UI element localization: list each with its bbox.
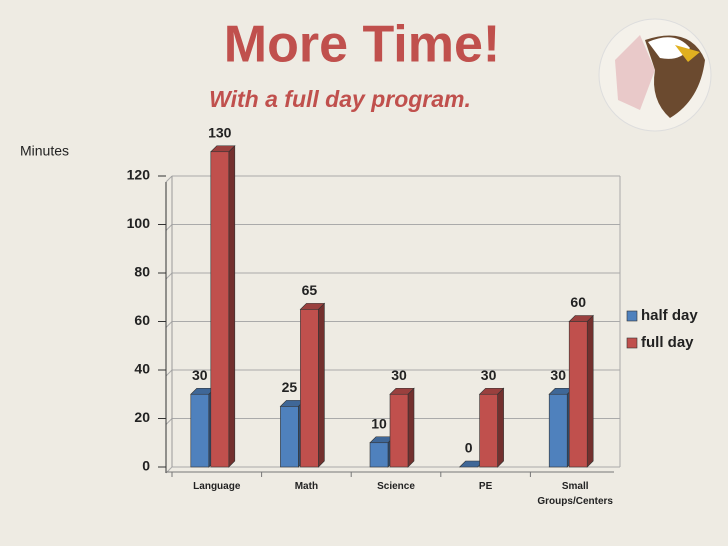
x-tick-label: Science xyxy=(377,481,415,492)
value-label: 30 xyxy=(192,367,208,383)
y-tick-label: 40 xyxy=(134,361,150,377)
bar-side xyxy=(497,387,504,468)
bar-side xyxy=(407,387,415,468)
bar xyxy=(568,321,588,468)
bar xyxy=(389,393,409,468)
x-tick-label: Small Groups/Centers xyxy=(537,481,613,507)
grid-line-depth xyxy=(165,175,173,183)
grid-line-depth xyxy=(165,272,173,280)
value-label: 130 xyxy=(208,124,232,140)
value-label: 30 xyxy=(481,367,497,383)
value-label: 0 xyxy=(465,440,473,456)
y-tick-label: 100 xyxy=(127,215,151,231)
value-label: 30 xyxy=(550,367,566,383)
bar xyxy=(280,406,299,468)
value-label: 30 xyxy=(391,367,407,383)
value-label: 10 xyxy=(371,415,387,431)
x-tick-label: PE xyxy=(478,481,493,492)
bar xyxy=(300,309,319,468)
legend-swatch xyxy=(626,310,638,322)
value-label: 60 xyxy=(570,294,586,310)
y-axis-label: Minutes xyxy=(20,143,69,159)
bar xyxy=(548,393,568,468)
legend-label: half day xyxy=(641,307,698,324)
y-tick-label: 20 xyxy=(134,409,150,425)
logo xyxy=(598,18,712,132)
bar xyxy=(210,151,230,468)
y-tick-label: 60 xyxy=(134,312,150,328)
grid-line-depth xyxy=(165,321,173,328)
y-tick-label: 120 xyxy=(127,167,151,183)
value-label: 65 xyxy=(302,282,318,298)
grid-line-depth xyxy=(165,369,173,377)
chart-title: More Time! xyxy=(224,16,500,74)
x-tick-label: Language xyxy=(193,481,241,492)
grid-line-depth xyxy=(165,224,173,231)
bar-side xyxy=(318,302,325,468)
legend-label: full day xyxy=(641,334,694,351)
y-tick-label: 80 xyxy=(134,264,150,280)
chart-subtitle: With a full day program. xyxy=(209,86,471,112)
legend-swatch xyxy=(626,337,638,349)
bar-side xyxy=(586,314,594,468)
x-tick-label: Math xyxy=(294,481,319,492)
y-tick-label: 0 xyxy=(142,458,150,474)
bar xyxy=(479,393,498,468)
grid-line-depth xyxy=(165,418,173,425)
bar xyxy=(190,393,210,468)
bar xyxy=(369,442,389,468)
bar-side xyxy=(228,145,236,468)
value-label: 25 xyxy=(282,379,298,395)
